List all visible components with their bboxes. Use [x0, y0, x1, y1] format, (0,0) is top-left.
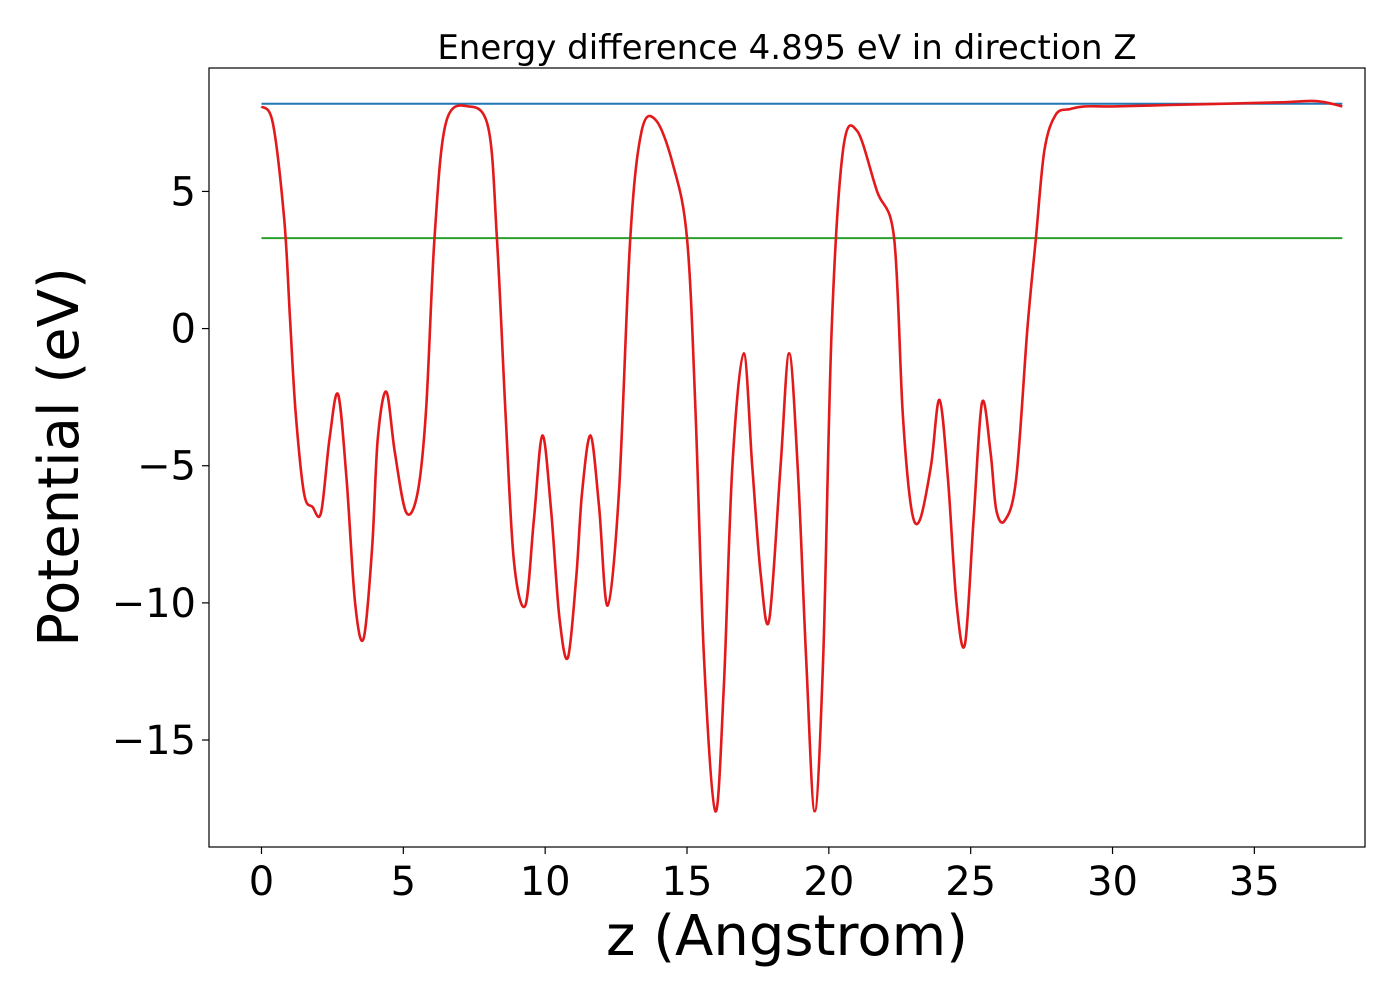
x-tick-label: 20 [803, 859, 854, 905]
x-tick-label: 25 [945, 859, 996, 905]
x-axis-label: z (Angstrom) [606, 904, 968, 969]
y-tick-label: 0 [171, 307, 196, 353]
x-tick-label: 5 [391, 859, 416, 905]
y-tick-label: 5 [171, 169, 196, 215]
x-tick-label: 35 [1229, 859, 1280, 905]
series-line-2 [260, 99, 1343, 813]
x-axis: 0 5 10 15 20 25 30 35 [249, 847, 1280, 905]
chart-title: Energy difference 4.895 eV in direction … [437, 28, 1136, 68]
series-layer [260, 99, 1343, 813]
y-axis: 5 0 −5 −10 −15 [112, 169, 209, 764]
y-tick-label: −15 [112, 718, 196, 764]
x-tick-label: 30 [1087, 859, 1138, 905]
x-tick-label: 15 [662, 859, 713, 905]
plot-area [208, 67, 1366, 848]
x-tick-label: 10 [520, 859, 571, 905]
axes-frame [208, 67, 1366, 848]
y-axis-label: Potential (eV) [27, 267, 92, 647]
y-tick-label: −10 [112, 581, 196, 627]
x-tick-label: 0 [249, 859, 274, 905]
y-tick-label: −5 [137, 444, 196, 490]
